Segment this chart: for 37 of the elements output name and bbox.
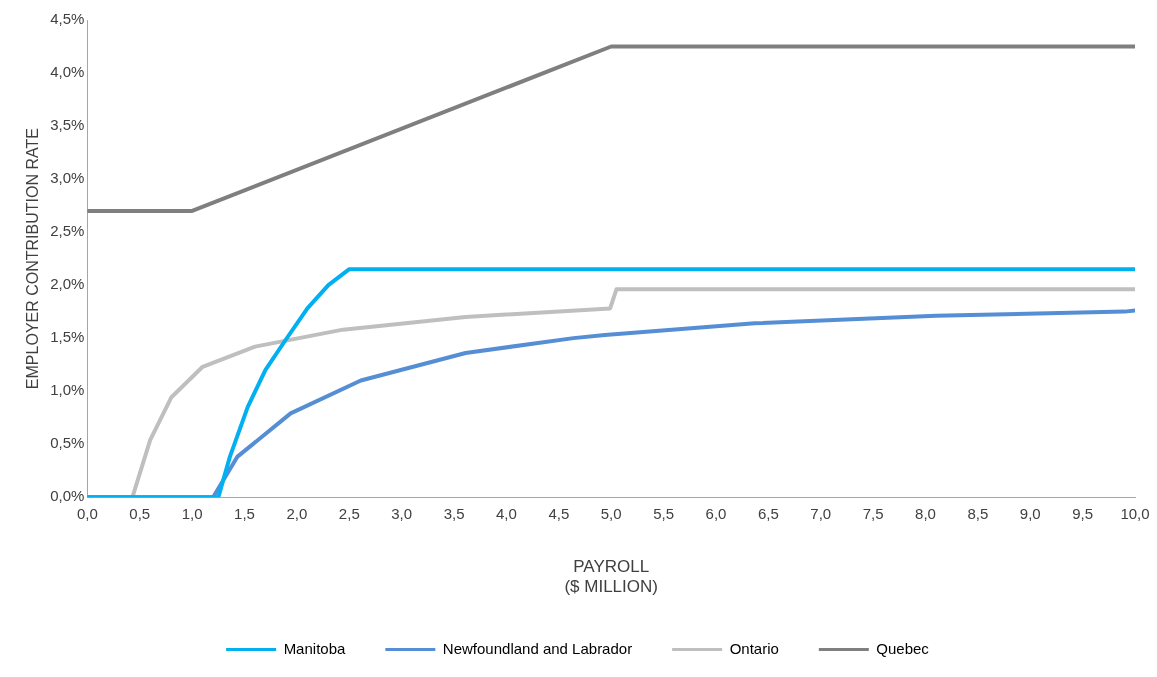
legend-label: Manitoba [283,639,346,657]
y-tick-label: 1,0% [50,381,85,399]
x-tick-label: 1,5 [234,505,255,523]
x-tick-label: 0,5 [129,505,151,523]
x-tick-label: 8,0 [915,505,936,523]
x-tick-label: 9,5 [1072,505,1094,523]
x-tick-label: 6,5 [757,505,779,523]
y-tick-label: 3,5% [50,116,85,134]
y-tick-label: 2,5% [50,222,85,240]
x-tick-label: 9,0 [1019,505,1041,523]
x-tick-label: 2,5 [338,505,360,523]
x-tick-label: 6,0 [705,505,727,523]
y-tick-label: 2,0% [50,275,85,293]
x-tick-label: 0,0 [76,505,98,523]
x-tick-label: 10,0 [1120,505,1150,523]
y-tick-label: 1,5% [50,328,85,346]
x-tick-label: 3,0 [391,505,413,523]
x-tick-label: 7,5 [862,505,884,523]
y-tick-label: 3,0% [50,169,85,187]
x-tick-label: 7,0 [810,505,832,523]
x-tick-label: 4,5 [548,505,570,523]
x-tick-label: 4,0 [496,505,517,523]
y-tick-label: 0,5% [50,434,85,452]
x-tick-label: 1,0 [181,505,203,523]
y-axis-title: EMPLOYER CONTRIBUTION RATE [24,128,42,390]
x-tick-label: 8,5 [967,505,989,523]
legend-label: Quebec [876,639,930,657]
x-axis-title: PAYROLL ($ MILLION) [564,557,658,597]
x-tick-label: 5,5 [653,505,674,523]
y-tick-label: 4,0% [50,63,85,81]
y-tick-label: 4,5% [50,10,85,28]
legend-label: Newfoundland and Labrador [442,639,633,657]
legend-label: Ontario [729,639,779,657]
x-tick-label: 2,0 [286,505,308,523]
y-tick-label: 0,0% [50,487,85,505]
x-tick-label: 5,0 [600,505,622,523]
x-tick-label: 3,5 [443,505,465,523]
